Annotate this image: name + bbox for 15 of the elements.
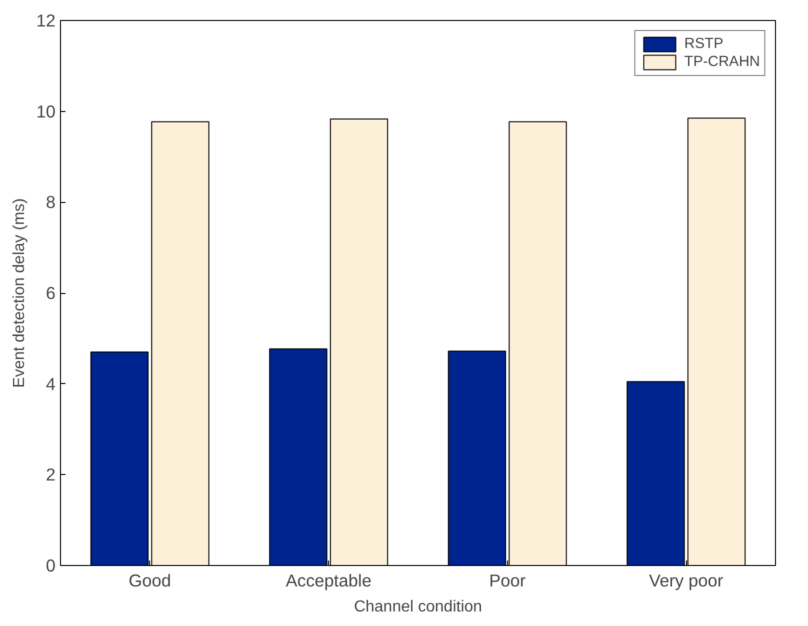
- y-tick-label: 0: [46, 556, 56, 576]
- y-tick-label: 4: [46, 374, 56, 394]
- y-tick-label: 6: [46, 283, 56, 303]
- y-tick-label: 12: [36, 10, 56, 30]
- y-axis-title: Event detection delay (ms): [11, 198, 28, 388]
- y-tick-label: 8: [46, 192, 56, 212]
- legend-label: RSTP: [684, 36, 724, 52]
- x-tick-label: Very poor: [649, 570, 724, 590]
- legend-label: TP-CRAHN: [684, 54, 760, 70]
- x-axis-title: Channel condition: [354, 598, 482, 616]
- x-tick-label: Acceptable: [286, 570, 372, 590]
- x-tick-label: Good: [128, 570, 172, 590]
- y-tick-label: 2: [46, 464, 56, 485]
- x-tick-label: Poor: [489, 570, 526, 590]
- y-tick-label: 10: [36, 101, 56, 122]
